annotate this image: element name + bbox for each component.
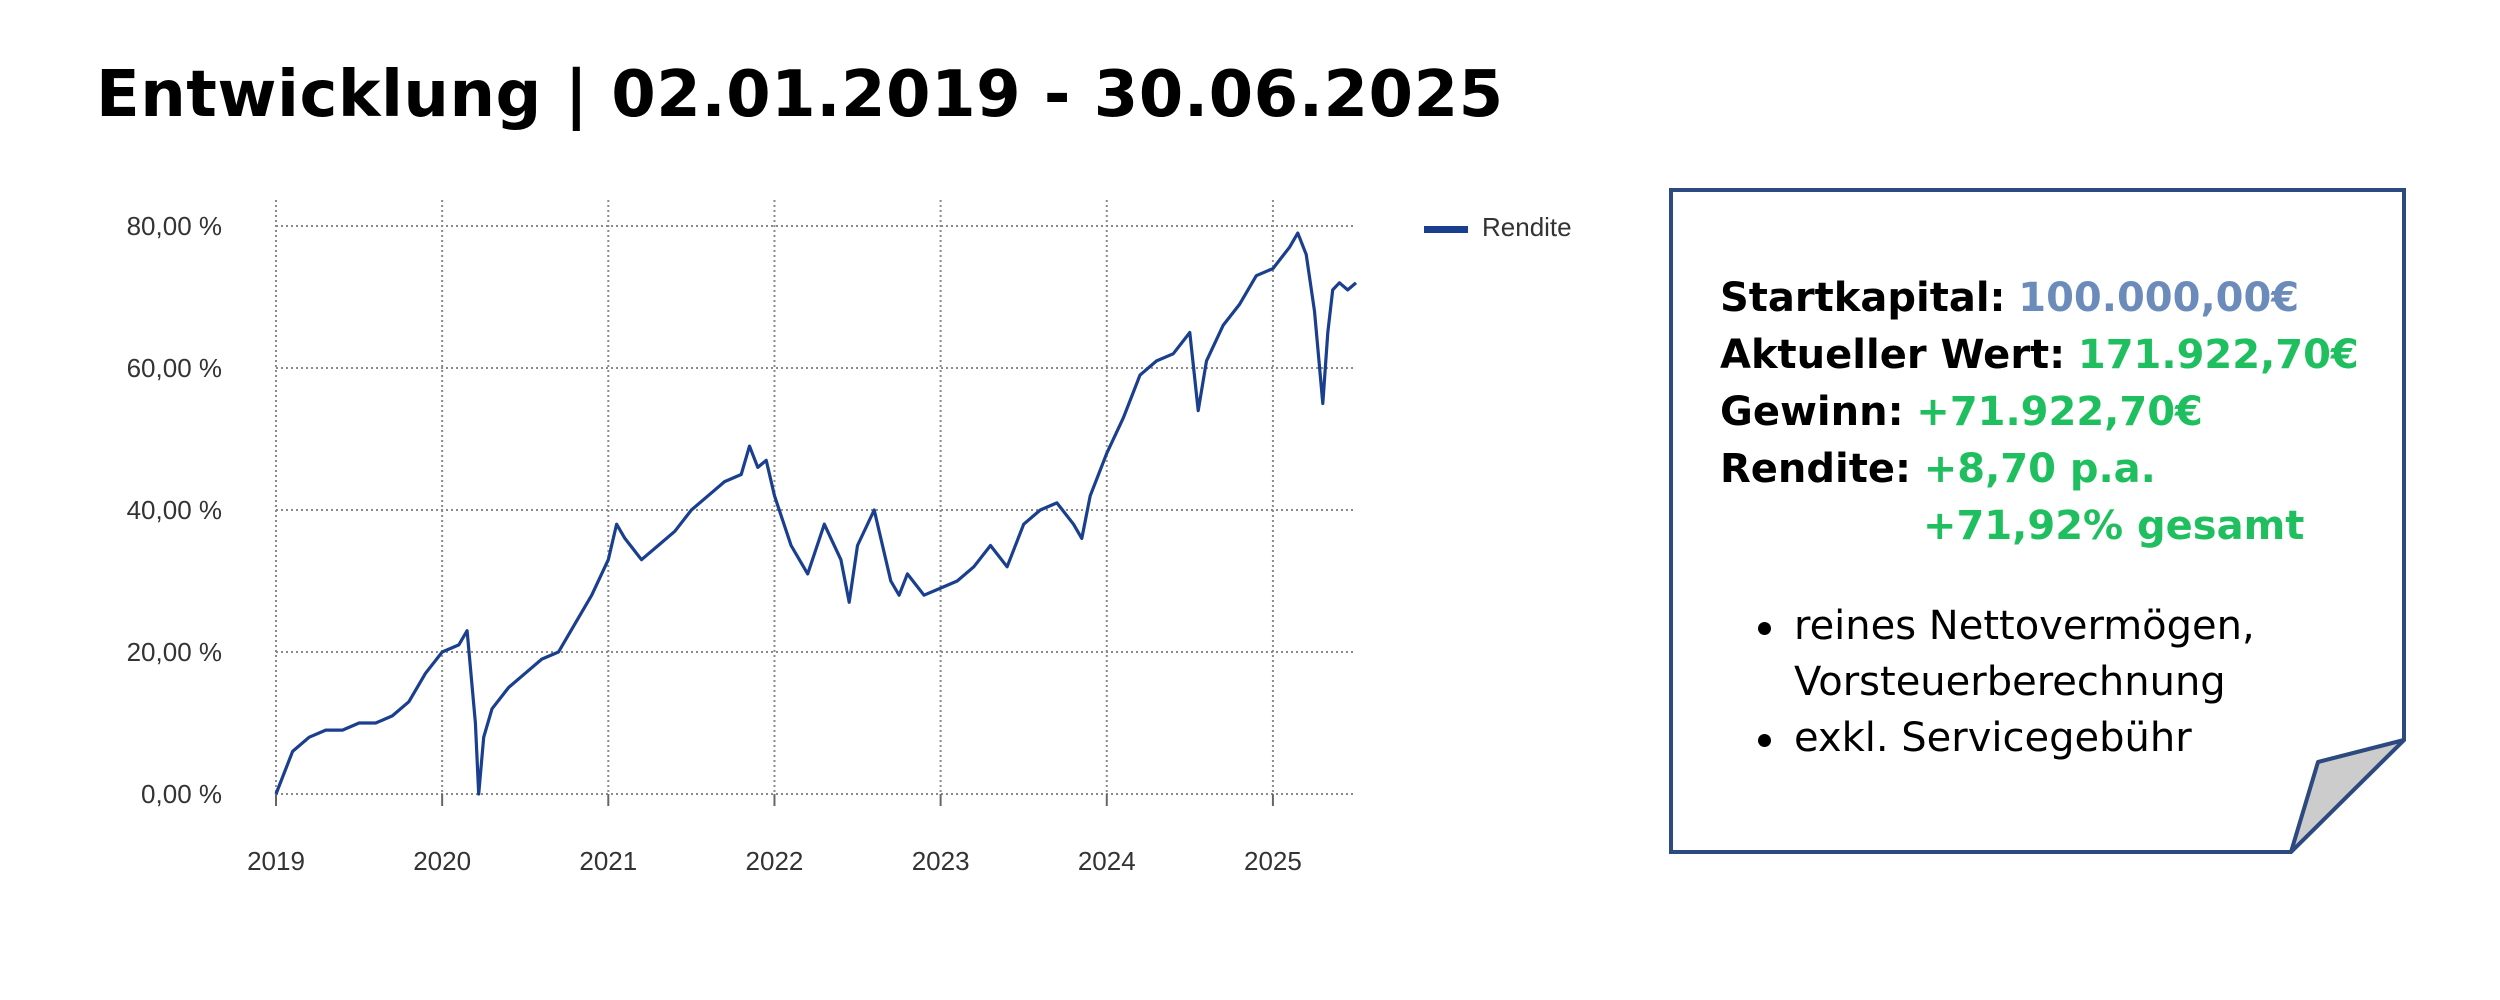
legend-swatch-rendite xyxy=(1424,226,1468,233)
aktueller-wert-row: Aktueller Wert: 171.922,70€ xyxy=(1720,327,2370,384)
note-item: exkl. Servicegebühr xyxy=(1754,710,2394,766)
startkapital-value: 100.000,00€ xyxy=(2018,275,2300,321)
gewinn-row: Gewinn: +71.922,70€ xyxy=(1720,384,2370,441)
chart-grid xyxy=(275,200,1356,806)
x-tick-label: 2024 xyxy=(1078,846,1136,876)
y-tick-label: 20,00 % xyxy=(127,637,222,667)
x-tick-label: 2025 xyxy=(1244,846,1302,876)
info-card-values: Startkapital: 100.000,00€ Aktueller Wert… xyxy=(1720,270,2370,555)
gewinn-value: +71.922,70€ xyxy=(1916,389,2203,435)
x-tick-label: 2022 xyxy=(746,846,804,876)
x-tick-label: 2021 xyxy=(579,846,637,876)
note-item: reines Nettovermögen, Vorsteuerberechnun… xyxy=(1754,598,2394,710)
rendite-label: Rendite: xyxy=(1720,446,1911,492)
aktueller-wert-value: 171.922,70€ xyxy=(2077,332,2359,378)
x-tick-label: 2023 xyxy=(912,846,970,876)
aktueller-wert-label: Aktueller Wert: xyxy=(1720,332,2066,378)
y-tick-label: 80,00 % xyxy=(127,211,222,241)
rendite-total-row: +71,92% gesamt xyxy=(1720,498,2370,555)
startkapital-row: Startkapital: 100.000,00€ xyxy=(1720,270,2370,327)
x-tick-label: 2019 xyxy=(247,846,305,876)
startkapital-label: Startkapital: xyxy=(1720,275,2006,321)
y-tick-label: 0,00 % xyxy=(141,779,222,809)
rendite-pa-value: +8,70 p.a. xyxy=(1923,446,2156,492)
series-line-rendite xyxy=(274,231,1358,796)
gewinn-label: Gewinn: xyxy=(1720,389,1904,435)
y-axis-ticks: 0,00 % 20,00 % 40,00 % 60,00 % 80,00 % xyxy=(127,211,222,809)
page-title: Entwicklung | 02.01.2019 - 30.06.2025 xyxy=(96,58,1504,132)
y-tick-label: 60,00 % xyxy=(127,353,222,383)
notes-list: reines Nettovermögen, Vorsteuerberechnun… xyxy=(1754,598,2394,766)
rendite-row: Rendite: +8,70 p.a. xyxy=(1720,441,2370,498)
legend-label-rendite: Rendite xyxy=(1482,212,1572,242)
x-tick-label: 2020 xyxy=(413,846,471,876)
y-tick-label: 40,00 % xyxy=(127,495,222,525)
rendite-total-value: +71,92% gesamt xyxy=(1923,503,2305,549)
chart-legend: Rendite xyxy=(1424,212,1572,242)
x-axis-ticks: 2019 2020 2021 2022 2023 2024 2025 xyxy=(247,846,1302,876)
